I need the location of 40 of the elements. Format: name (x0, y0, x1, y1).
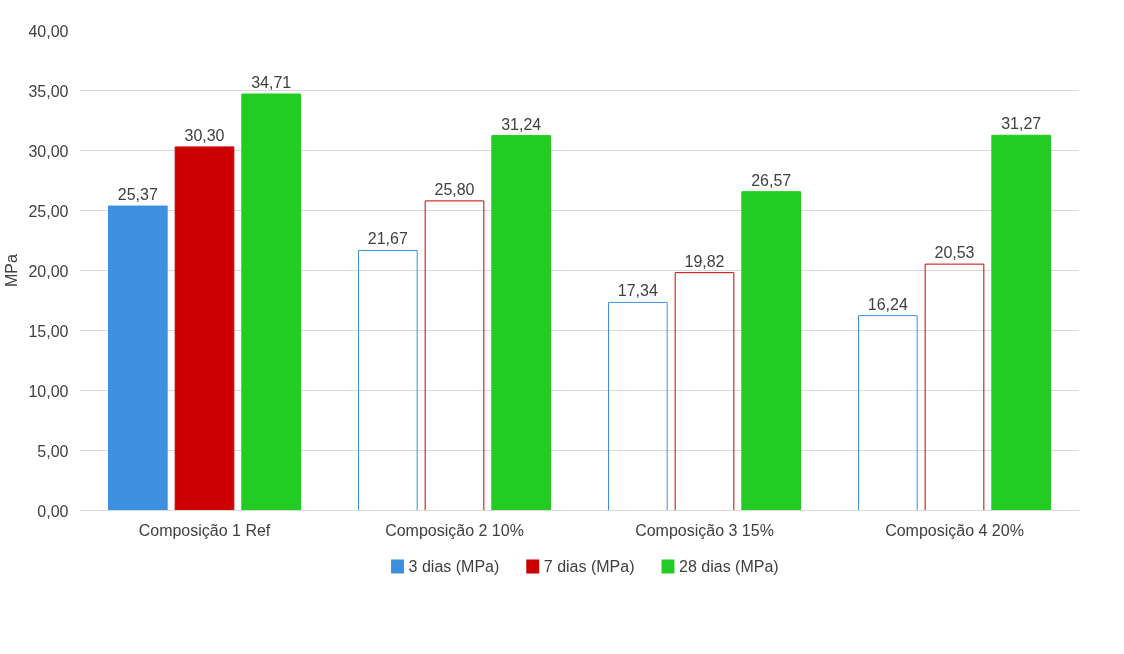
y-tick-label: 15,00 (28, 322, 69, 340)
y-tick-label: 0,00 (37, 502, 69, 520)
y-tick-label: 25,00 (28, 202, 69, 220)
y-tick-label: 40,00 (28, 22, 69, 40)
data-label: 34,71 (251, 73, 292, 91)
legend-label: 3 dias (MPa) (408, 558, 500, 575)
y-tick-label: 10,00 (28, 382, 69, 400)
data-label: 31,27 (1001, 115, 1042, 133)
legend-label: 28 dias (MPa) (679, 558, 779, 575)
bar (741, 191, 801, 511)
data-label: 21,67 (367, 230, 408, 248)
bar (174, 146, 235, 511)
x-tick-label: Composição 2 10% (385, 521, 524, 539)
data-label: 26,57 (751, 171, 792, 189)
x-tick-label: Composição 1 Ref (138, 521, 271, 539)
bar (991, 134, 1051, 511)
y-tick-label: 35,00 (28, 82, 69, 100)
y-tick-label: 5,00 (37, 442, 69, 460)
y-tick-label: 20,00 (28, 262, 69, 280)
y-tick-label: 30,00 (28, 142, 69, 160)
bar (108, 205, 168, 511)
bar (241, 93, 301, 511)
data-label: 25,80 (434, 180, 475, 198)
bar (491, 135, 551, 511)
data-label: 16,24 (867, 295, 908, 313)
bar (674, 272, 735, 511)
bar (358, 249, 418, 511)
data-label: 31,24 (501, 115, 542, 133)
data-label: 20,53 (934, 244, 975, 262)
x-tick-label: Composição 4 20% (885, 521, 1024, 539)
data-label: 17,34 (617, 282, 658, 300)
legend-label: 7 dias (MPa) (543, 558, 635, 575)
x-tick-label: Composição 3 15% (635, 521, 774, 539)
data-label: 25,37 (117, 186, 158, 204)
y-axis-title: MPa (3, 253, 21, 287)
data-label: 19,82 (684, 252, 725, 270)
data-label: 30,30 (184, 126, 225, 144)
bar (424, 200, 485, 511)
bar (924, 263, 985, 511)
bar (608, 301, 668, 511)
